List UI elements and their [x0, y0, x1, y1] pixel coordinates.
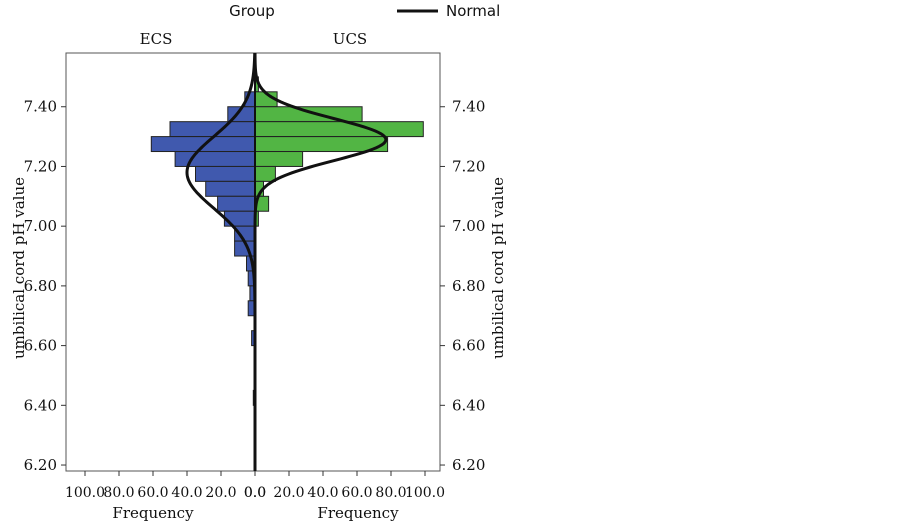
y-tick-label-right: 6.40: [452, 396, 485, 414]
y-tick-label-left: 7.00: [24, 217, 57, 235]
y-tick-label-left: 7.20: [24, 157, 57, 175]
y-tick-label-right: 6.60: [452, 337, 485, 355]
ucs-bar-5: [254, 151, 304, 167]
ucs-bar-2: [254, 106, 363, 123]
ecs-bar-4: [174, 151, 256, 167]
legend-title: Group: [229, 2, 275, 20]
y-tick-label-left: 6.40: [24, 396, 57, 414]
group-label-ecs: ECS: [140, 30, 173, 48]
x-tick-label-left: 20.0: [205, 485, 236, 501]
y-tick-label-right: 7.00: [452, 217, 485, 235]
x-tick-label-left: 60.0: [137, 485, 168, 501]
x-tick-label-left: 80.0: [103, 485, 134, 501]
ucs-bar-6: [254, 165, 276, 182]
x-tick-label-left: 0.0: [244, 485, 266, 501]
ecs-bar-5: [195, 165, 256, 182]
y-tick-label-left: 6.80: [24, 277, 57, 295]
x-axis-label-ucs: Frequency: [317, 504, 399, 522]
x-axis-label-ecs: Frequency: [112, 504, 194, 522]
ucs-bar-3: [254, 121, 424, 138]
x-tick-label-right: 20.0: [273, 485, 304, 501]
x-tick-label-right: 40.0: [307, 485, 338, 501]
y-tick-label-left: 6.20: [24, 456, 57, 474]
y-tick-label-right: 6.20: [452, 456, 485, 474]
y-axis-ticks: 6.20 6.20 6.40 6.40 6.60 6.60 6.80 6.80 7.00 7.00…: [24, 98, 486, 474]
y-axis-label-left: umbilical cord pH value: [10, 177, 28, 359]
x-tick-label-left: 100.0: [65, 485, 105, 501]
ecs-bar-6: [205, 180, 256, 197]
ucs-bar-4: [254, 136, 389, 153]
group-label-ucs: UCS: [333, 30, 367, 48]
y-tick-label-right: 7.40: [452, 98, 485, 116]
x-tick-label-left: 40.0: [171, 485, 202, 501]
y-axis-label-right: umbilical cord pH value: [489, 177, 507, 359]
x-tick-label-right: 100.0: [405, 485, 445, 501]
ecs-bar-7: [217, 195, 256, 212]
y-tick-label-right: 7.20: [452, 157, 485, 175]
x-axis-ticks: 100.080.0 60.0 40.0 20.0 0.00.0 20.0 40.0 60.0 8…: [65, 471, 445, 501]
x-tick-label-right: 60.0: [341, 485, 372, 501]
x-tick-label-right: 0.0: [244, 485, 266, 501]
legend-normal-label: Normal: [446, 2, 500, 20]
y-tick-label-left: 7.40: [24, 98, 57, 116]
y-tick-label-right: 6.80: [452, 277, 485, 295]
y-tick-label-left: 6.60: [24, 337, 57, 355]
ecs-bar-2: [169, 121, 256, 138]
x-tick-label-right: 80.0: [375, 485, 406, 501]
